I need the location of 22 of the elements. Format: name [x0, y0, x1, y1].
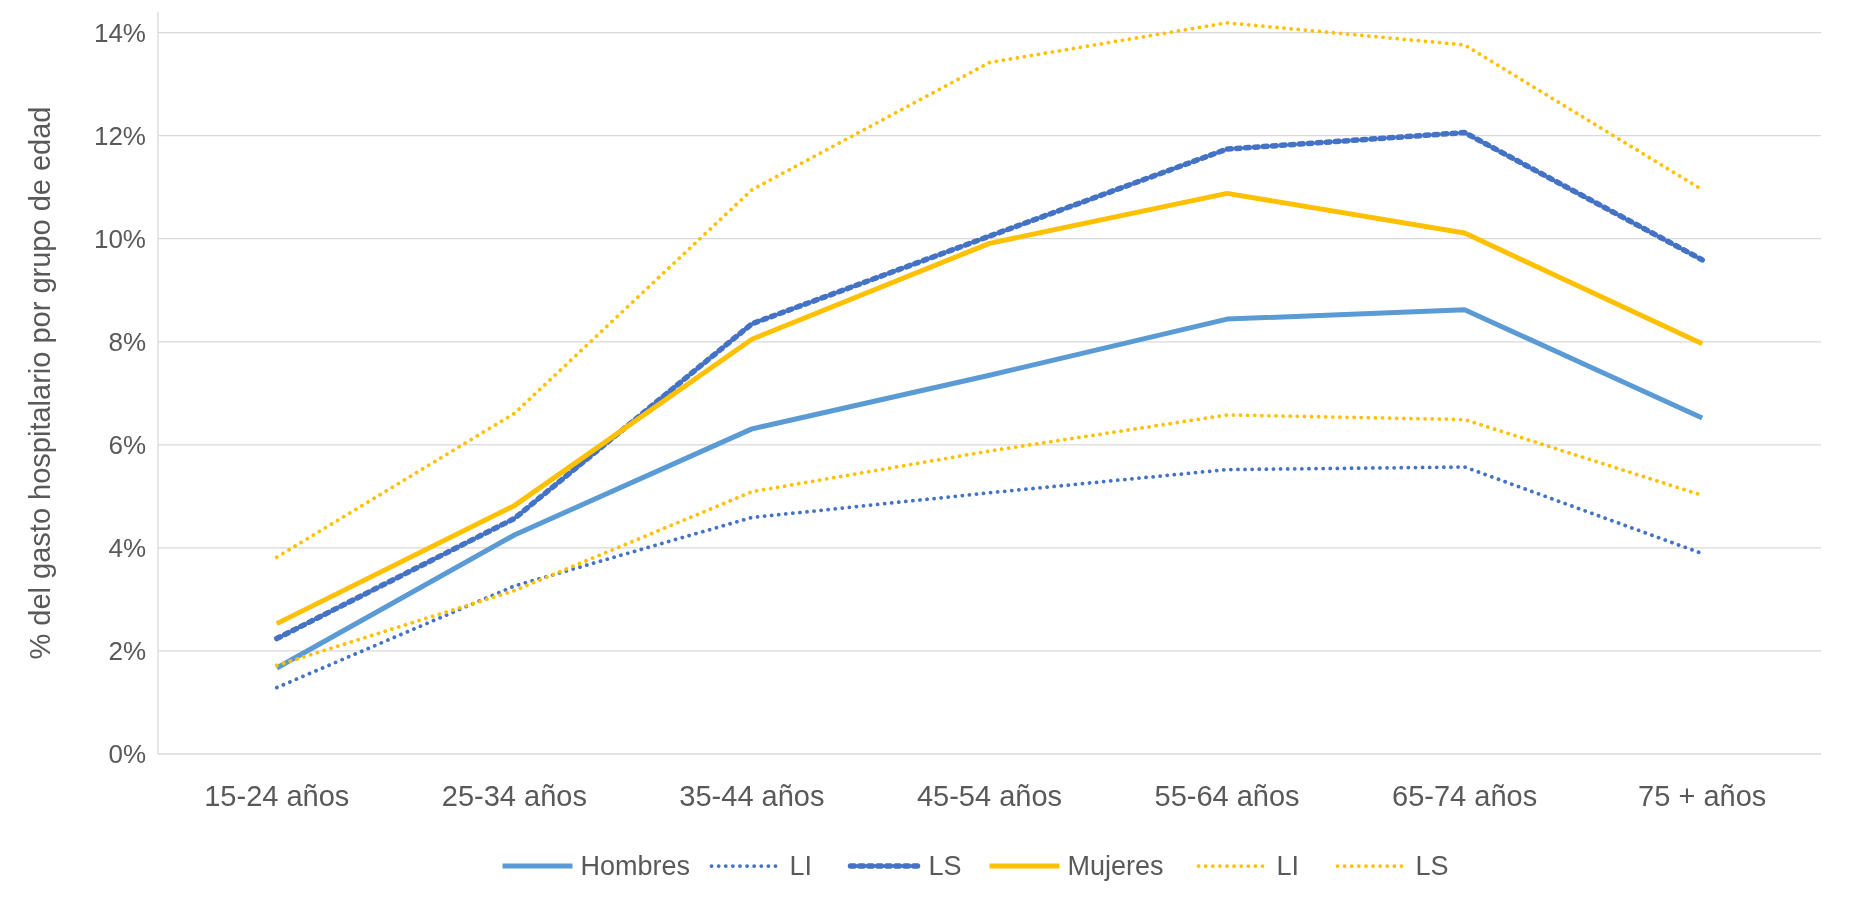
x-tick-label: 15-24 años [204, 780, 350, 812]
legend-label: LI [789, 851, 813, 882]
legend-label: Hombres [580, 851, 691, 882]
x-tick-label: 45-54 años [916, 780, 1063, 812]
y-tick-label: 0% [108, 739, 146, 770]
x-tick-label: 55-64 años [1154, 780, 1300, 812]
y-axis-title: % del gasto hospitalario por grupo de edad [24, 106, 56, 660]
legend-label: LS [928, 851, 962, 882]
y-tick-label: 14% [93, 17, 146, 48]
x-tick-label: 75 + años [1638, 780, 1767, 812]
legend-label: Mujeres [1067, 851, 1164, 882]
legend-label: LI [1276, 851, 1300, 882]
x-tick-label: 65-74 años [1392, 780, 1538, 812]
x-tick-label: 35-44 años [679, 780, 825, 812]
y-tick-label: 4% [108, 532, 146, 563]
legend-label: LS [1415, 851, 1449, 882]
x-tick-label: 25-34 años [441, 780, 587, 812]
y-tick-label: 2% [108, 636, 146, 667]
y-tick-label: 8% [108, 326, 146, 357]
y-tick-label: 12% [93, 120, 146, 151]
y-tick-label: 10% [93, 223, 146, 254]
y-tick-label: 6% [108, 429, 146, 460]
